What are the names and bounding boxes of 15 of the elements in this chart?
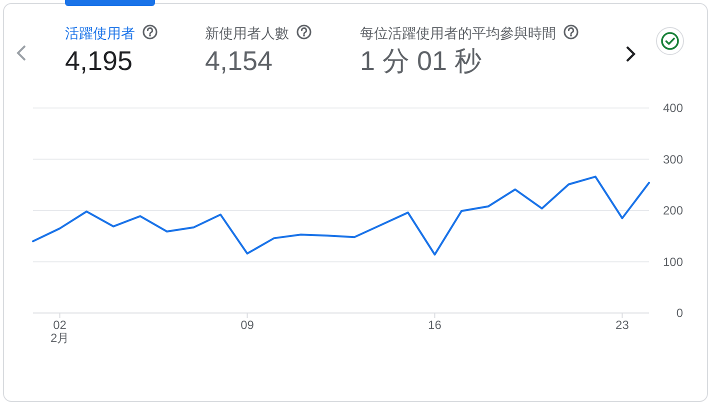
y-tick-label: 100: [662, 254, 684, 269]
x-tick-label: 09: [240, 318, 254, 332]
y-tick-label: 300: [662, 152, 684, 166]
kpi-label: 每位活躍使用者的平均參與時間: [360, 25, 556, 41]
kpi-label: 活躍使用者: [65, 25, 135, 41]
x-tick-label: 16: [428, 318, 442, 332]
x-tick-label: 23: [616, 318, 630, 332]
kpi-value: 4,195: [65, 46, 133, 76]
y-tick-label: 400: [662, 101, 684, 116]
kpi-label: 新使用者人數: [205, 25, 289, 41]
x-tick-label: 02 2月: [50, 318, 70, 345]
kpi-value: 4,154: [205, 46, 273, 76]
y-tick-label: 200: [662, 204, 684, 218]
y-tick-label: 0: [676, 306, 684, 320]
kpi-value: 1 分 01 秒: [360, 46, 482, 76]
